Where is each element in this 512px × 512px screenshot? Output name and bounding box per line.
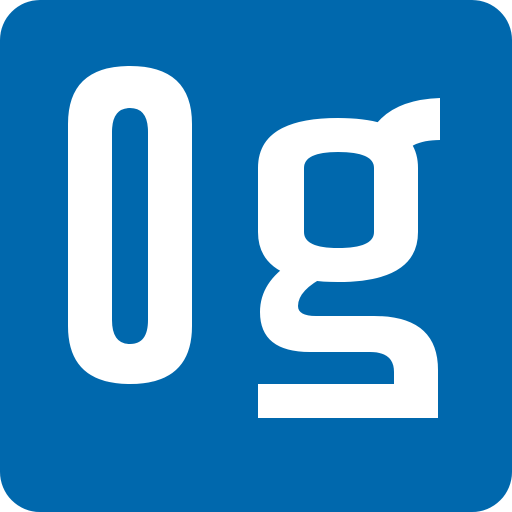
- logo-glyph-g-ear: [368, 98, 440, 160]
- logo-glyph-zero: [68, 66, 192, 384]
- logo-glyph-g-bowl: [258, 118, 418, 282]
- logo-glyph-g-tail: [258, 262, 438, 418]
